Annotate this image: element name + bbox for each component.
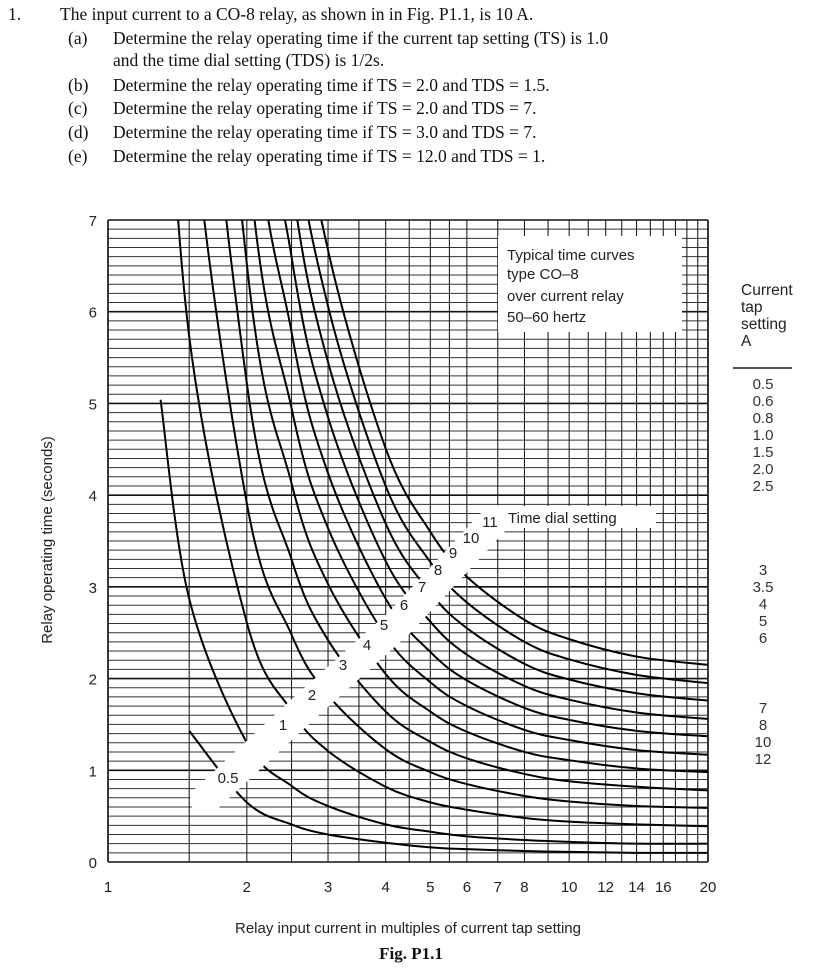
tap-setting-value: 2.0: [752, 461, 774, 478]
curves: [159, 220, 708, 854]
legend-line: 50–60 hertz: [507, 309, 586, 326]
series-label: 8: [434, 562, 442, 579]
part-text: Determine the relay operating time if th…: [113, 28, 609, 48]
x-tick-label: 20: [700, 879, 717, 896]
series-label: 7: [418, 579, 426, 596]
legend-line: Typical time curves: [507, 247, 635, 264]
label-band-background: [190, 505, 510, 815]
problem-intro: The input current to a CO-8 relay, as sh…: [60, 4, 534, 24]
tap-setting-value: 0.8: [752, 410, 774, 427]
y-tick-label: 4: [89, 488, 97, 505]
curve-tds-5: [241, 220, 708, 774]
curve-tds-4: [225, 220, 708, 792]
tap-setting-value: 3: [758, 562, 768, 579]
y-tick-label: 6: [89, 305, 97, 322]
x-tick-label: 12: [597, 879, 614, 896]
tap-setting-value: 1.5: [752, 444, 774, 461]
y-axis-label: Relay operating time (seconds): [39, 436, 56, 644]
series-label: 10: [463, 530, 480, 547]
x-tick-label: 16: [655, 879, 672, 896]
series-label: 3: [339, 657, 347, 674]
curve-tds-8: [283, 220, 708, 720]
y-tick-label: 1: [89, 763, 97, 780]
tap-setting-value: 6: [758, 630, 768, 647]
tap-header-line: A: [741, 333, 752, 350]
part-text: Determine the relay operating time if TS…: [113, 75, 550, 95]
series-label: 2: [308, 687, 316, 704]
curve-tds-0.5: [188, 730, 708, 854]
y-tick-label: 2: [89, 672, 97, 689]
x-tick-label: 3: [324, 879, 332, 896]
x-tick-label: 5: [426, 879, 434, 896]
y-tick-label: 5: [89, 396, 97, 413]
x-tick-label: 6: [463, 879, 471, 896]
legend-line: type CO–8: [507, 266, 579, 283]
part-text: Determine the relay operating time if TS…: [113, 98, 537, 118]
curve-tds-9: [296, 220, 708, 702]
x-tick-label: 1: [104, 879, 112, 896]
series-label: 11: [482, 514, 498, 531]
x-tick-label: 7: [494, 879, 502, 896]
series-label: 4: [363, 637, 371, 654]
problem-number: 1.: [8, 4, 22, 24]
part-label: (a): [68, 28, 88, 48]
series-label: 0.5: [218, 770, 239, 787]
tap-header-line: setting: [741, 316, 787, 333]
tap-setting-value: 0.6: [752, 393, 774, 410]
x-axis-label: Relay input current in multiples of curr…: [235, 920, 581, 937]
curve-tds-10: [307, 220, 708, 685]
series-label: 5: [380, 617, 388, 634]
y-tick-label: 0: [89, 855, 97, 872]
tap-header-line: tap: [741, 299, 763, 316]
curve-tds-6: [253, 220, 708, 756]
curve-tds-1: [159, 399, 708, 845]
series-label: 6: [400, 597, 408, 614]
series-label: 1: [279, 717, 287, 734]
curve-tds-7: [267, 220, 708, 738]
part-label: (e): [68, 146, 88, 166]
part-text: Determine the relay operating time if TS…: [113, 122, 537, 142]
legend-line: over current relay: [507, 288, 624, 305]
tap-setting-value: 2.5: [752, 478, 774, 495]
part-label: (d): [68, 122, 89, 142]
series-label-title: Time dial setting: [508, 510, 617, 527]
part-text: Determine the relay operating time if TS…: [113, 146, 546, 166]
x-tick-label: 2: [243, 879, 251, 896]
tap-setting-value: 1.0: [752, 427, 774, 444]
x-tick-label: 8: [520, 879, 528, 896]
part-label: (b): [68, 75, 89, 95]
tap-setting-value: 5: [758, 613, 768, 630]
x-tick-label: 10: [561, 879, 578, 896]
curve-tds-11: [320, 220, 708, 666]
x-tick-label: 14: [628, 879, 645, 896]
tap-setting-header: Current tap setting A: [741, 282, 793, 350]
y-tick-label: 3: [89, 580, 97, 597]
legend-box: Typical time curves type CO–8 over curre…: [498, 236, 682, 332]
tap-setting-value: 4: [758, 596, 768, 613]
tap-setting-value: 8: [758, 717, 768, 734]
figure-caption: Fig. P1.1: [379, 944, 443, 963]
curve-tds-2: [177, 220, 708, 828]
tap-header-line: Current: [741, 282, 793, 299]
tap-setting-value: 0.5: [752, 376, 774, 393]
tap-setting-value: 7: [758, 700, 768, 717]
x-tick-label: 4: [381, 879, 389, 896]
part-text: and the time dial setting (TDS) is 1/2s.: [113, 50, 385, 70]
y-tick-label: 7: [89, 213, 97, 230]
tap-setting-value: 10: [754, 734, 772, 751]
tap-setting-value: 3.5: [752, 579, 774, 596]
tap-setting-value: 12: [754, 751, 772, 768]
part-label: (c): [68, 98, 88, 118]
series-label: 9: [449, 545, 457, 562]
